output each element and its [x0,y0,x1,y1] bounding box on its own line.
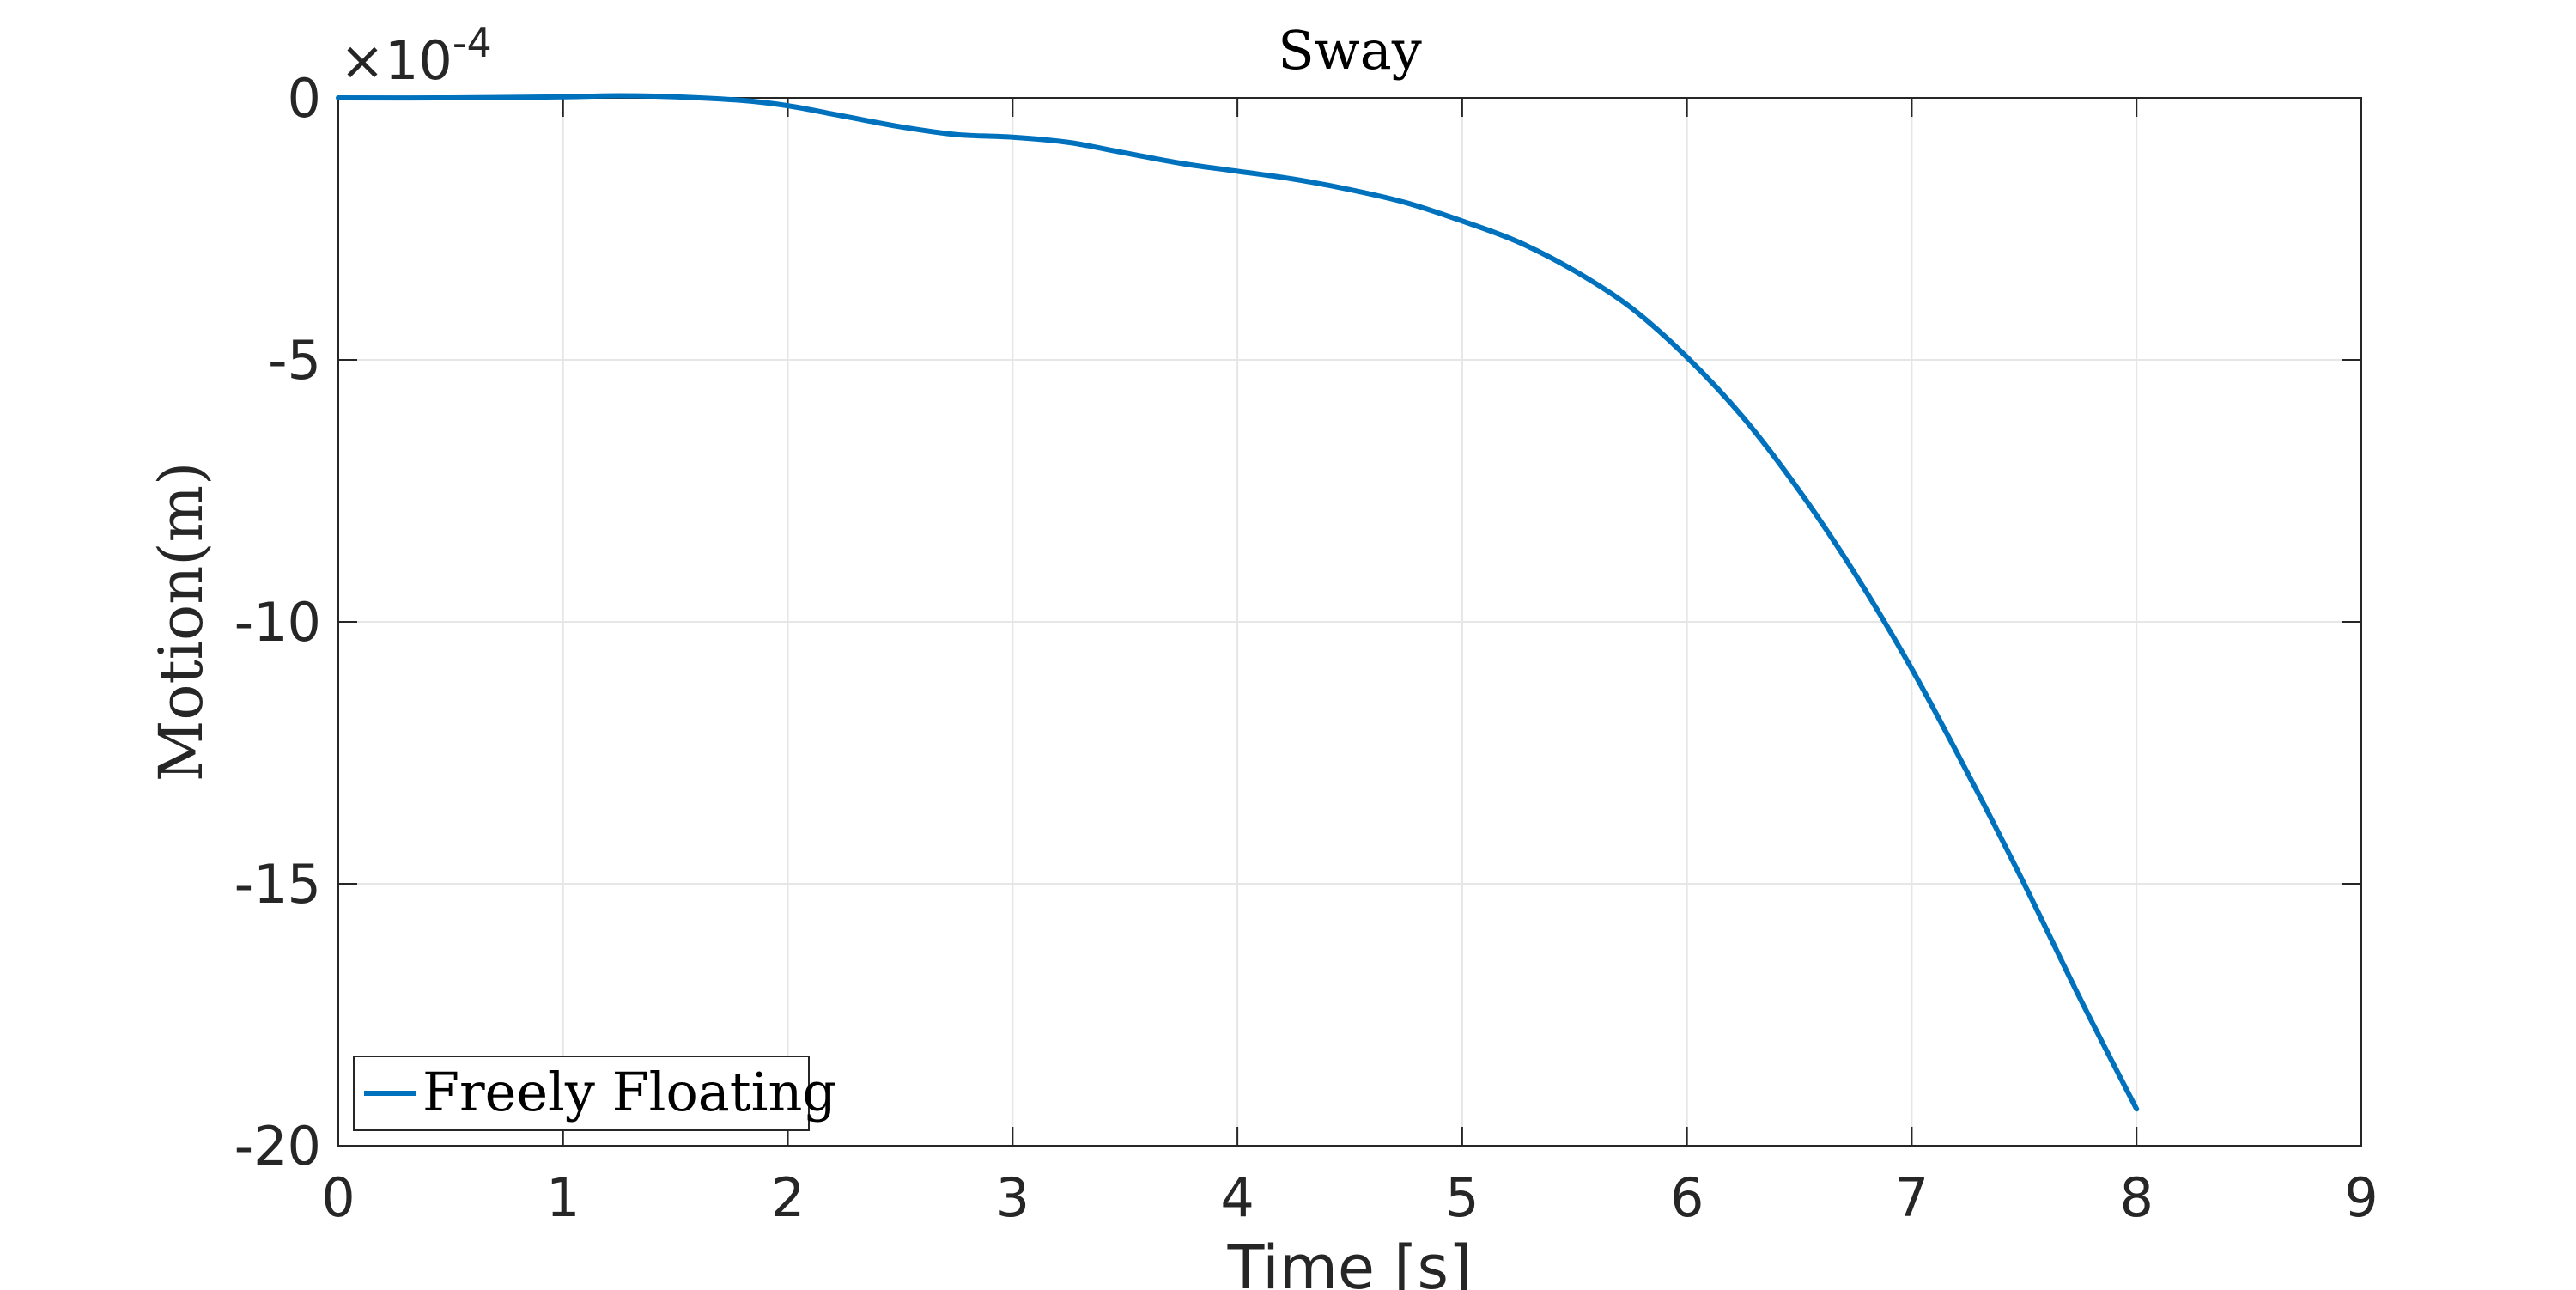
y-exponent-label: ×10-4 [340,20,492,92]
x-tick-label: 5 [1445,1166,1479,1229]
y-tick-label: -5 [268,329,321,392]
x-tick-label: 9 [2344,1166,2378,1229]
x-tick-label: 1 [546,1166,580,1229]
y-axis-label: Motion(m) [146,462,216,782]
x-tick-labels: 0 1 2 3 4 5 6 7 8 9 [321,1166,2378,1229]
y-tick-label: 0 [288,67,321,130]
plot-frame [337,97,2362,1147]
y-tick-labels: 0 -5 -10 -15 -20 [234,67,321,1177]
legend: Freely Floating [353,1056,836,1131]
y-tick-label: -20 [234,1115,321,1177]
y-exponent-base: ×10 [340,29,453,92]
chart-title: Sway [1278,19,1422,82]
y-tick-label: -15 [234,853,321,916]
series-lines [336,93,2140,1112]
y-exponent-power: -4 [453,20,492,66]
x-tick-label: 2 [771,1166,805,1229]
x-tick-label: 8 [2119,1166,2153,1229]
x-tick-label: 6 [1670,1166,1704,1229]
x-axis-label: Time [s] [1227,1232,1473,1290]
legend-box [353,1056,810,1131]
legend-entry-freely-floating: Freely Floating [422,1061,836,1123]
x-tick-label: 7 [1895,1166,1929,1229]
series-line-0 [336,93,2140,1112]
x-tick-label: 0 [321,1166,355,1229]
y-tick-label: -10 [234,591,321,654]
x-tick-label: 3 [996,1166,1030,1229]
x-tick-label: 4 [1220,1166,1254,1229]
